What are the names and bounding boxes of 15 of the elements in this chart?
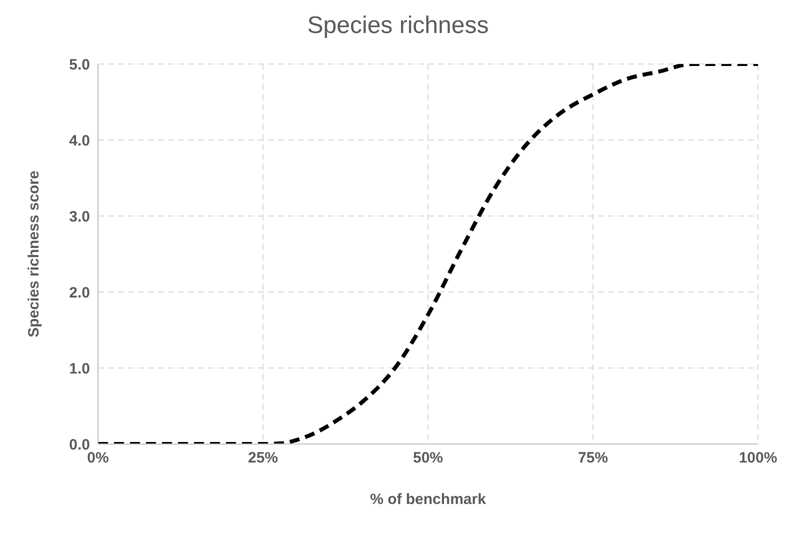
- x-tick-label: 25%: [248, 450, 278, 467]
- chart-title: Species richness: [306, 12, 490, 40]
- y-tick-label: 5.0: [69, 56, 90, 74]
- line-series: [98, 64, 758, 444]
- y-tick-label: 0.0: [69, 436, 90, 454]
- x-tick-label: 0%: [87, 450, 109, 467]
- x-tick-label: 100%: [738, 450, 778, 467]
- x-tick-label: 75%: [578, 450, 608, 467]
- x-axis-title: % of benchmark: [370, 491, 487, 508]
- x-tick-label: 50%: [412, 450, 444, 467]
- y-tick-label: 2.0: [69, 284, 90, 302]
- y-tick-label: 4.0: [69, 132, 90, 150]
- y-tick-label: 3.0: [69, 208, 90, 226]
- y-axis-title: Species richness score: [25, 170, 42, 338]
- y-tick-label: 1.0: [69, 360, 90, 378]
